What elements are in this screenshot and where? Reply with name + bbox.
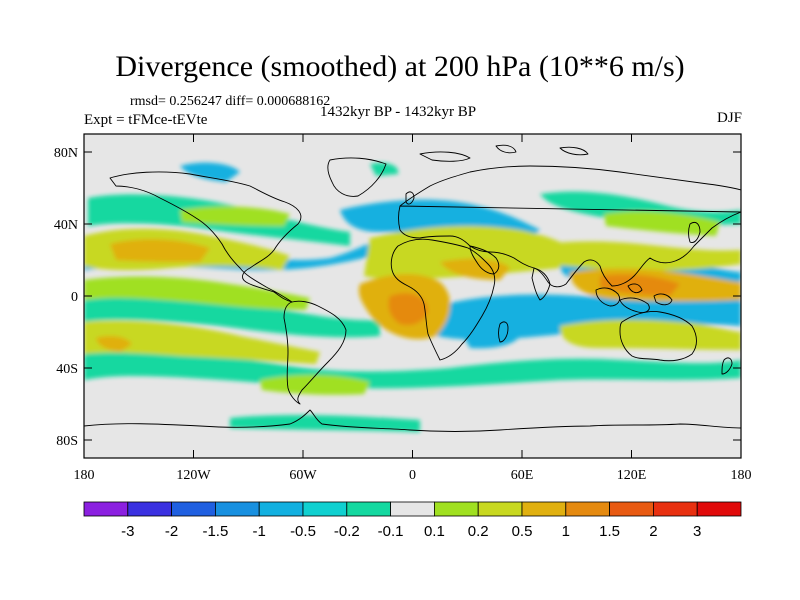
x-tick-label: 180	[731, 468, 752, 483]
colorbar-swatch	[565, 501, 610, 517]
colorbar-label: -0.2	[334, 523, 360, 540]
coastlines	[84, 144, 741, 432]
maritime-continent	[595, 283, 673, 313]
arabia-coast	[469, 245, 500, 275]
pos-region	[600, 274, 680, 296]
colorbar-swatch	[433, 501, 479, 517]
pos-region	[388, 293, 428, 326]
colorbar-label: -0.5	[290, 523, 316, 540]
colorbar-label: 0.5	[512, 523, 533, 540]
colorbar-swatch	[696, 501, 742, 517]
greenland-coast	[327, 157, 387, 197]
south-america-coast	[283, 300, 347, 405]
uk-coast	[405, 191, 415, 205]
pos-region	[84, 320, 320, 364]
y-tick-label: 40N	[54, 218, 78, 233]
africa-coast	[390, 238, 496, 361]
pos-region	[96, 336, 132, 352]
colorbar-label: -1	[253, 523, 266, 540]
x-tick-label: 120W	[176, 468, 211, 483]
colorbar-label: 1.5	[599, 523, 620, 540]
india-coast	[531, 267, 551, 301]
colorbar-swatch	[127, 501, 173, 517]
colorbar-label: -2	[165, 523, 178, 540]
x-tick-label: 60E	[511, 468, 534, 483]
y-tick-label: 0	[71, 290, 78, 305]
madagascar-coast	[498, 321, 509, 343]
season-label: DJF	[716, 110, 742, 126]
north-america-coast	[109, 171, 302, 303]
colorbar-swatch	[477, 501, 523, 517]
colorbar-label: 0.2	[468, 523, 489, 540]
pos-region	[560, 319, 741, 350]
stats-label: rmsd= 0.256247 diff= 0.000688162	[130, 94, 331, 109]
colorbar-label: 2	[649, 523, 657, 540]
pos-region	[520, 241, 741, 271]
japan-coast	[688, 221, 701, 243]
colorbar-label: -3	[121, 523, 134, 540]
colorbar-swatch	[171, 501, 216, 517]
colorbar-label: -1.5	[202, 523, 228, 540]
pos-region	[84, 276, 310, 310]
colorbar-label: 3	[693, 523, 701, 540]
colorbar-swatch	[653, 501, 698, 517]
antarctica-coast	[84, 409, 741, 432]
colorbar-swatch	[390, 501, 435, 517]
period-label: 1432kyr BP - 1432kyr BP	[320, 104, 477, 120]
colorbar-swatch	[609, 501, 654, 517]
axes: 180 120W 60W 0 60E 120E 180 80N 40N 0 40S 80S	[54, 134, 752, 483]
colorbar-swatch	[521, 501, 567, 517]
x-tick-label: 180	[74, 468, 95, 483]
experiment-label: Expt = tFMce-tEVte	[84, 112, 208, 128]
pos-region	[180, 206, 290, 226]
pos-region	[440, 258, 510, 280]
neg-region	[180, 162, 240, 182]
pos-region	[604, 211, 720, 236]
colorbar-swatch	[83, 501, 129, 517]
y-tick-label: 40S	[56, 362, 78, 377]
neg-region	[84, 296, 380, 338]
colorbar: -3 -2 -1.5 -1 -0.5 -0.2 -0.1 0.1 0.2 0.5 1 1.5 2 3	[83, 501, 742, 540]
chart-title: Divergence (smoothed) at 200 hPa (10**6 …	[115, 50, 685, 83]
arctic-islands	[419, 144, 589, 162]
new-zealand-coast	[721, 357, 733, 375]
colorbar-swatch	[346, 501, 391, 517]
colorbar-swatch	[214, 501, 260, 517]
colorbar-label: -0.1	[378, 523, 404, 540]
colorbar-swatch	[302, 501, 348, 517]
x-tick-label: 60W	[289, 468, 317, 483]
colorbar-label: 0.1	[424, 523, 445, 540]
x-tick-label: 0	[409, 468, 416, 483]
colorbar-label: 1	[562, 523, 570, 540]
pos-region	[364, 225, 570, 280]
y-tick-label: 80N	[54, 146, 78, 161]
eurasia-coast	[398, 165, 741, 288]
colorbar-swatch	[258, 501, 304, 517]
australia-coast	[619, 311, 697, 362]
y-tick-label: 80S	[56, 434, 78, 449]
pos-region	[110, 239, 210, 262]
x-tick-label: 120E	[617, 468, 647, 483]
